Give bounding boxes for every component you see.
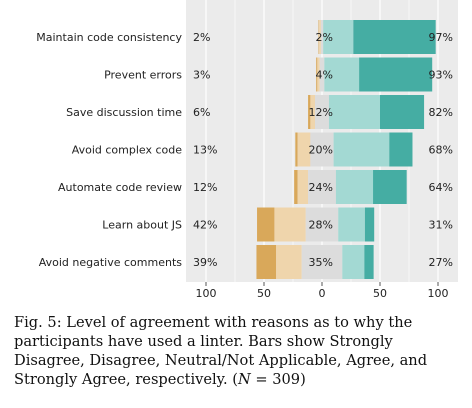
bar-disagree [317, 57, 320, 92]
category-label: Avoid negative comments [39, 256, 183, 269]
bar-disagree [319, 20, 321, 54]
bar-agree [342, 245, 365, 279]
category-label: Avoid complex code [72, 144, 183, 157]
left-percent-label: 42% [193, 219, 217, 232]
bar-strongly-disagree [308, 95, 311, 129]
bar-disagree [297, 132, 311, 167]
x-tick-label: 100 [196, 287, 217, 300]
right-percent-label: 64% [429, 181, 453, 194]
neutral-percent-label: 2% [316, 31, 333, 44]
left-percent-label: 2% [193, 31, 210, 44]
likert-chart: Maintain code consistency 2% 2% 97% Prevent … [36, 0, 458, 300]
bar-strongly-agree [364, 245, 374, 279]
right-percent-label: 31% [429, 219, 453, 232]
bar-strongly-agree [389, 132, 413, 167]
bar-agree [328, 95, 380, 129]
labels-group: Maintain code consistency 2% 2% 97% Prevent … [36, 31, 453, 269]
category-label: Save discussion time [66, 106, 182, 119]
right-percent-label: 68% [429, 144, 453, 157]
bar-disagree [310, 95, 316, 129]
right-percent-label: 82% [429, 106, 453, 119]
left-percent-label: 6% [193, 106, 210, 119]
bar-neutral [319, 57, 325, 92]
bar-agree [324, 57, 360, 92]
right-percent-label: 93% [429, 69, 453, 82]
bar-neutral [310, 132, 334, 167]
left-percent-label: 3% [193, 69, 210, 82]
bar-strongly-disagree [295, 132, 298, 167]
neutral-percent-label: 28% [309, 219, 333, 232]
bar-strongly-disagree [318, 20, 320, 54]
neutral-percent-label: 24% [309, 181, 333, 194]
right-percent-label: 97% [429, 31, 453, 44]
category-label: Prevent errors [104, 69, 182, 82]
bar-strongly-agree [353, 20, 436, 54]
caption-n-symbol: N [237, 371, 251, 388]
left-percent-label: 12% [193, 181, 217, 194]
bar-neutral [301, 245, 343, 279]
x-tick-label: 50 [257, 287, 271, 300]
bar-agree [323, 20, 354, 54]
neutral-percent-label: 4% [316, 69, 333, 82]
bar-strongly-disagree [316, 57, 318, 92]
bar-strongly-disagree [257, 207, 275, 242]
bar-neutral [308, 170, 336, 204]
bar-strongly-agree [380, 95, 425, 129]
caption-text: Fig. 5: Level of agreement with reasons … [14, 314, 428, 388]
category-label: Automate code review [58, 181, 182, 194]
left-percent-label: 39% [193, 256, 217, 269]
caption-n-value: = 309) [250, 371, 306, 388]
bar-strongly-agree [364, 207, 375, 242]
neutral-percent-label: 35% [309, 256, 333, 269]
left-percent-label: 13% [193, 144, 217, 157]
bar-neutral [320, 20, 324, 54]
neutral-percent-label: 12% [309, 106, 333, 119]
x-axis-ticks: 100 50 0 50 100 [196, 282, 449, 300]
bar-disagree [274, 207, 306, 242]
bar-agree [335, 170, 374, 204]
bars-group [256, 20, 436, 279]
x-tick-label: 50 [373, 287, 387, 300]
neutral-percent-label: 20% [309, 144, 333, 157]
right-percent-label: 27% [429, 256, 453, 269]
x-tick-label: 0 [319, 287, 326, 300]
bar-agree [333, 132, 390, 167]
bar-strongly-agree [359, 57, 433, 92]
category-label: Maintain code consistency [36, 31, 182, 44]
x-tick-label: 100 [428, 287, 449, 300]
bar-strongly-disagree [294, 170, 298, 204]
bar-neutral [305, 207, 339, 242]
category-label: Learn about JS [102, 219, 182, 232]
figure-caption: Fig. 5: Level of agreement with reasons … [14, 313, 462, 389]
bar-strongly-disagree [256, 245, 277, 279]
bar-strongly-agree [373, 170, 407, 204]
bar-neutral [315, 95, 329, 129]
bar-agree [338, 207, 365, 242]
bar-disagree [276, 245, 302, 279]
bar-disagree [297, 170, 309, 204]
